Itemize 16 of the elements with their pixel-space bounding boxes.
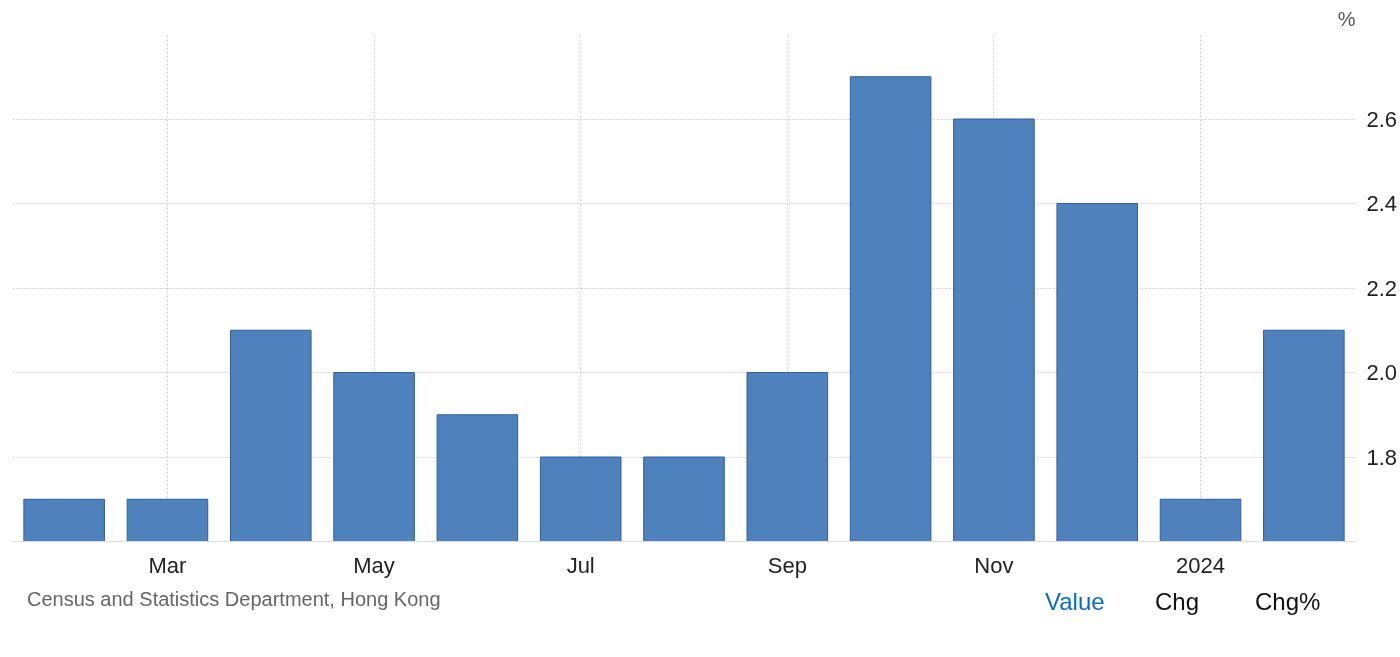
y-tick-label: 2.0: [1366, 360, 1398, 385]
y-tick-label: 1.8: [1366, 444, 1398, 470]
y-axis-title: %: [1337, 7, 1356, 30]
x-tick-label: 2024: [1176, 552, 1226, 578]
y-tick-label: 2.2: [1366, 275, 1398, 301]
x-tick-label: Mar: [148, 552, 187, 578]
text: Census and Statistics Department, Hong Kong: [27, 587, 441, 612]
y-tick-label: 2.4: [1366, 191, 1398, 216]
text: Chg%: [1255, 587, 1321, 617]
x-tick-label: Sep: [767, 552, 807, 578]
text: Chg: [1155, 587, 1200, 617]
y-tick-label: 2.6: [1366, 106, 1398, 132]
x-tick-label: May: [353, 552, 395, 578]
text: Value: [1045, 587, 1105, 617]
x-tick-label: Nov: [974, 552, 1014, 578]
x-tick-label: Jul: [566, 552, 595, 578]
